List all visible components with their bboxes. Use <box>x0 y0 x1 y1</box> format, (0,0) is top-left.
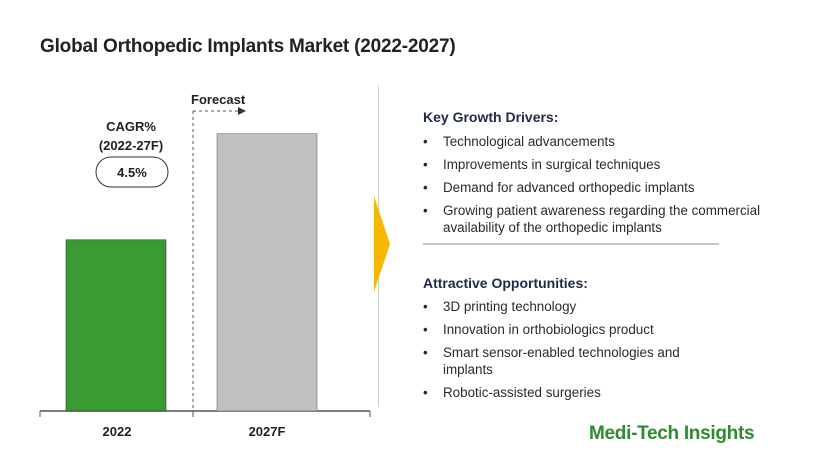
bar-2022 <box>65 239 167 412</box>
category-label-2022: 2022 <box>103 424 132 439</box>
section-separator <box>423 243 719 245</box>
drivers-list: • Technological advancements • Improvement… <box>423 133 823 242</box>
list-item: • Improvements in surgical techniques <box>423 157 661 172</box>
opportunities-list: • 3D printing technology • Innovation in o… <box>423 298 693 407</box>
bullet-icon: • <box>423 180 428 195</box>
drivers-title: Key Growth Drivers: <box>423 109 559 125</box>
list-item: • Demand for advanced orthopedic implants <box>423 180 695 195</box>
bar-2027f <box>216 133 318 412</box>
list-item: • 3D printing technology <box>423 299 577 314</box>
bullet-icon: • <box>423 157 428 172</box>
bar-chart: Forecast 2022 2027F CAGR% (2022-27F) 4.5… <box>39 92 371 439</box>
cagr-label: CAGR% <box>106 119 156 134</box>
page-title: Global Orthopedic Implants Market (2022-… <box>40 36 456 57</box>
cagr-period: (2022-27F) <box>99 138 163 153</box>
brand-logo: Medi-Tech Insights <box>589 423 755 444</box>
bullet-icon: • <box>423 203 428 218</box>
cagr-value-box <box>95 156 169 188</box>
list-item: • Technological advancements <box>423 134 615 149</box>
cagr-value: 4.5% <box>117 165 147 180</box>
bullet-icon: • <box>423 134 428 149</box>
chevron-right-icon <box>374 196 390 292</box>
list-item: • Growing patient awareness regarding the… <box>423 203 761 235</box>
opportunities-title: Attractive Opportunities: <box>423 275 588 291</box>
forecast-arrow-head <box>238 107 246 115</box>
bullet-icon: • <box>423 345 428 360</box>
bullet-icon: • <box>423 385 428 400</box>
forecast-label: Forecast <box>191 92 246 107</box>
list-item: • Smart sensor-enabled technologies and i… <box>423 345 680 377</box>
bullet-icon: • <box>423 299 428 314</box>
list-item: • Robotic-assisted surgeries <box>423 385 601 400</box>
bullet-icon: • <box>423 322 428 337</box>
category-label-2027f: 2027F <box>249 424 286 439</box>
list-item: • Innovation in orthobiologics product <box>423 322 654 337</box>
